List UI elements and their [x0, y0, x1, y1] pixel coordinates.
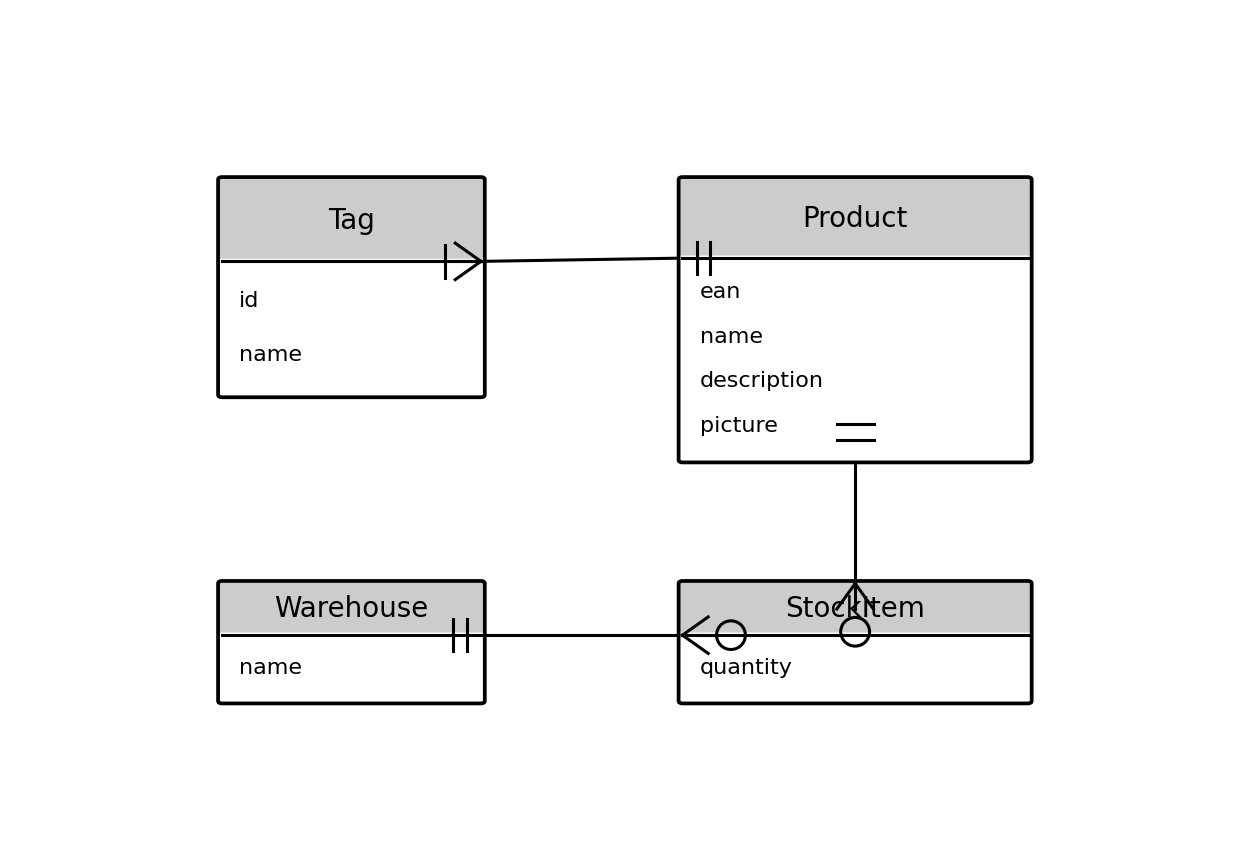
- FancyBboxPatch shape: [678, 177, 1031, 261]
- Text: Warehouse: Warehouse: [275, 596, 428, 624]
- Text: quantity: quantity: [699, 658, 792, 678]
- Text: ean: ean: [699, 282, 742, 302]
- Text: Product: Product: [802, 205, 907, 233]
- FancyBboxPatch shape: [218, 177, 485, 264]
- FancyBboxPatch shape: [218, 259, 485, 398]
- FancyBboxPatch shape: [678, 633, 1031, 703]
- Text: StockItem: StockItem: [785, 596, 925, 624]
- FancyBboxPatch shape: [678, 581, 1031, 638]
- Text: picture: picture: [699, 416, 777, 437]
- Text: id: id: [239, 291, 260, 311]
- Text: name: name: [239, 344, 302, 365]
- Text: name: name: [699, 327, 763, 347]
- FancyBboxPatch shape: [218, 581, 485, 638]
- Text: Tag: Tag: [328, 206, 375, 234]
- Text: name: name: [239, 658, 302, 678]
- FancyBboxPatch shape: [218, 633, 485, 703]
- Text: description: description: [699, 371, 823, 392]
- FancyBboxPatch shape: [678, 255, 1031, 463]
